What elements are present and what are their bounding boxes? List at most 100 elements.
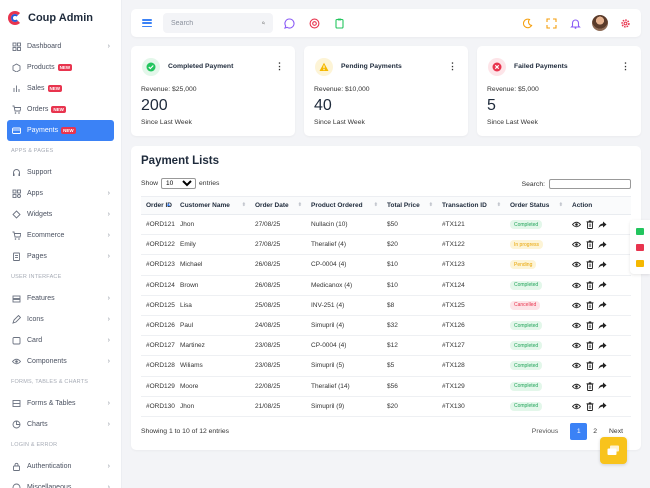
- pagination-previous[interactable]: Previous: [531, 428, 559, 435]
- delete-trash-icon[interactable]: [585, 361, 594, 371]
- view-eye-icon[interactable]: [572, 321, 581, 330]
- sidebar-item-charts[interactable]: Charts ›: [7, 414, 114, 435]
- column-header[interactable]: Transaction ID ⬍: [437, 196, 505, 215]
- column-header[interactable]: Order Date ⬍: [250, 196, 306, 215]
- pagination-page[interactable]: 2: [593, 428, 598, 435]
- delete-trash-icon[interactable]: [585, 260, 594, 270]
- sidebar-item-widgets[interactable]: Widgets ›: [7, 204, 114, 225]
- cell-actions: [567, 376, 631, 397]
- delete-trash-icon[interactable]: [585, 220, 594, 230]
- sidebar-item-sales[interactable]: Sales NEW: [7, 78, 114, 99]
- column-header[interactable]: Total Price ⬍: [382, 196, 437, 215]
- search-input[interactable]: [171, 19, 262, 27]
- share-forward-icon[interactable]: [598, 382, 607, 391]
- sidebar-item-support[interactable]: Support: [7, 162, 114, 183]
- card-since: Since Last Week: [141, 119, 192, 126]
- view-eye-icon[interactable]: [572, 382, 581, 391]
- pagination-next[interactable]: Next: [609, 428, 623, 435]
- view-eye-icon[interactable]: [572, 361, 581, 370]
- more-vertical-icon[interactable]: ⋮: [448, 61, 457, 71]
- card-revenue: Revenue: $5,000: [487, 86, 539, 93]
- sort-icon[interactable]: ⬍: [428, 202, 433, 208]
- more-vertical-icon[interactable]: ⋮: [621, 61, 630, 71]
- delete-trash-icon[interactable]: [585, 402, 594, 411]
- sort-icon[interactable]: ▲: [166, 202, 171, 208]
- column-header[interactable]: Order ID ▲: [141, 196, 175, 215]
- sidebar-item-dashboard[interactable]: Dashboard ›: [7, 36, 114, 57]
- search-icon[interactable]: [262, 18, 265, 28]
- share-forward-icon[interactable]: [598, 240, 607, 249]
- share-forward-icon[interactable]: [598, 361, 607, 370]
- sort-icon[interactable]: ⬍: [297, 202, 302, 208]
- column-header[interactable]: Customer Name ⬍: [175, 196, 250, 215]
- fullscreen-icon[interactable]: [544, 16, 558, 30]
- avatar[interactable]: [592, 15, 608, 31]
- folder-icon[interactable]: [636, 260, 644, 267]
- table-search-input[interactable]: [549, 179, 631, 189]
- sidebar-item-label: Authentication: [27, 463, 72, 470]
- card-count: 5: [487, 97, 496, 114]
- brand[interactable]: Coup Admin: [0, 0, 121, 36]
- cell-price: $20: [382, 396, 437, 417]
- cell-price: $8: [382, 295, 437, 316]
- chat-icon[interactable]: [282, 16, 296, 30]
- cell-name: Michael: [175, 254, 250, 276]
- sort-icon[interactable]: ⬍: [241, 202, 246, 208]
- view-eye-icon[interactable]: [572, 281, 581, 290]
- sidebar-item-icons[interactable]: Icons ›: [7, 309, 114, 330]
- clipboard-icon[interactable]: [332, 16, 346, 30]
- mention-icon[interactable]: [307, 16, 321, 30]
- table-row: #ORD126 Paul 24/08/25 Simupril (4) $32 #TX126…: [141, 315, 631, 337]
- customizer-fab-button[interactable]: [600, 437, 627, 464]
- share-forward-icon[interactable]: [598, 220, 607, 229]
- view-eye-icon[interactable]: [572, 240, 581, 249]
- settings-gear-icon[interactable]: [618, 16, 632, 30]
- delete-trash-icon[interactable]: [585, 240, 594, 250]
- dark-mode-icon[interactable]: [520, 16, 534, 30]
- sidebar-item-miscellaneous[interactable]: Miscellaneous ›: [7, 477, 114, 488]
- view-eye-icon[interactable]: [572, 341, 581, 350]
- cell-date: 23/08/25: [250, 355, 306, 377]
- column-header[interactable]: Order Status ⬍: [505, 196, 567, 215]
- sidebar-item-forms-tables[interactable]: Forms & Tables ›: [7, 393, 114, 414]
- more-vertical-icon[interactable]: ⋮: [275, 61, 284, 71]
- menu-section-login: LOGIN & ERROR: [11, 442, 58, 448]
- menu-toggle-icon[interactable]: [142, 19, 152, 28]
- delete-trash-icon[interactable]: [585, 321, 594, 330]
- cell-name: Jhon: [175, 396, 250, 417]
- sidebar-item-ecommerce[interactable]: Ecommerce ›: [7, 225, 114, 246]
- delete-trash-icon[interactable]: [585, 301, 594, 310]
- share-forward-icon[interactable]: [598, 402, 607, 411]
- sort-icon[interactable]: ⬍: [558, 202, 563, 208]
- card-since: Since Last Week: [487, 119, 538, 126]
- share-forward-icon[interactable]: [598, 260, 607, 269]
- delete-trash-icon[interactable]: [585, 281, 594, 290]
- share-forward-icon[interactable]: [598, 301, 607, 310]
- sort-icon[interactable]: ⬍: [373, 202, 378, 208]
- pagination-page[interactable]: 1: [570, 423, 588, 440]
- sort-icon[interactable]: ⬍: [496, 202, 501, 208]
- gallery-icon[interactable]: [636, 244, 644, 251]
- notification-bell-icon[interactable]: [568, 16, 582, 30]
- sidebar-item-products[interactable]: Products NEW: [7, 57, 114, 78]
- cash-icon[interactable]: [636, 228, 644, 235]
- sidebar-item-apps[interactable]: Apps ›: [7, 183, 114, 204]
- sidebar-item-pages[interactable]: Pages ›: [7, 246, 114, 267]
- column-header[interactable]: Product Ordered ⬍: [306, 196, 382, 215]
- share-forward-icon[interactable]: [598, 281, 607, 290]
- sidebar-item-authentication[interactable]: Authentication ›: [7, 456, 114, 477]
- view-eye-icon[interactable]: [572, 220, 581, 229]
- sidebar-item-orders[interactable]: Orders NEW: [7, 99, 114, 120]
- sidebar-item-payments[interactable]: Payments NEW: [7, 120, 114, 141]
- delete-trash-icon[interactable]: [585, 381, 594, 391]
- share-forward-icon[interactable]: [598, 321, 607, 330]
- sidebar-item-components[interactable]: Components ›: [7, 351, 114, 372]
- share-forward-icon[interactable]: [598, 341, 607, 350]
- sidebar-item-card[interactable]: Card ›: [7, 330, 114, 351]
- delete-trash-icon[interactable]: [585, 341, 594, 351]
- view-eye-icon[interactable]: [572, 260, 581, 269]
- view-eye-icon[interactable]: [572, 301, 581, 310]
- page-length-select[interactable]: 10: [161, 178, 197, 189]
- sidebar-item-features[interactable]: Features ›: [7, 288, 114, 309]
- view-eye-icon[interactable]: [572, 402, 581, 411]
